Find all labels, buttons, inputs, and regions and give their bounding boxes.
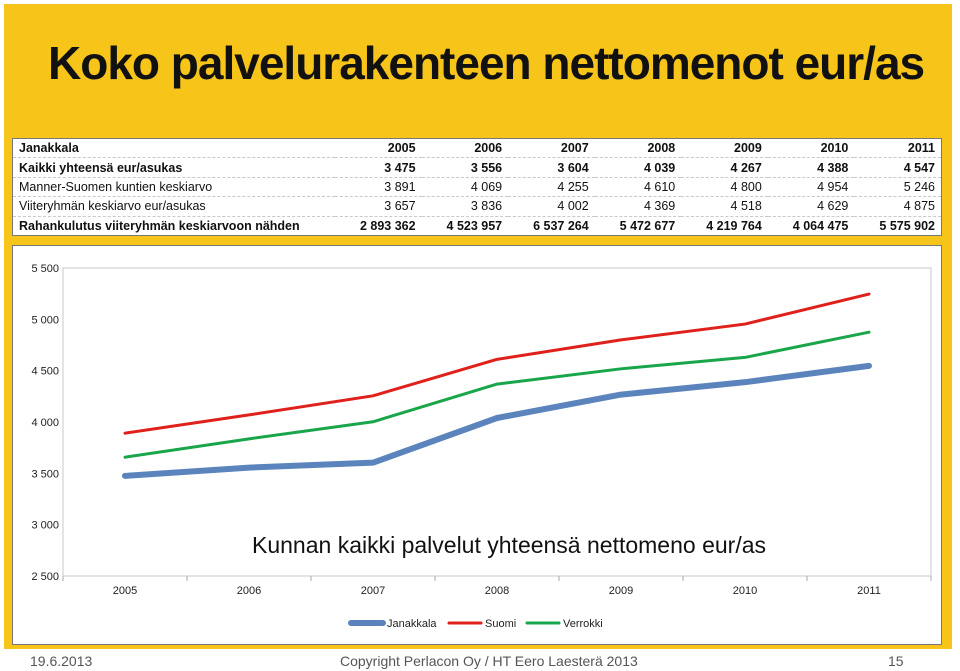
table-cell: 4 267 — [681, 157, 768, 178]
table-cell: 4 069 — [421, 177, 509, 198]
y-tick-label: 4 000 — [31, 417, 59, 429]
table-cell: 3 891 — [335, 177, 422, 198]
table-cell: 3 836 — [421, 196, 509, 217]
table-cell: 4 800 — [681, 177, 768, 198]
table-cell: 4 388 — [767, 157, 855, 178]
series-line-suomi — [123, 292, 871, 435]
x-tick-label: 2010 — [733, 585, 757, 597]
table-cell: 4 610 — [594, 177, 682, 198]
table-row: Rahankulutus viiteryhmän keskiarvoon näh… — [13, 216, 941, 235]
table-cell: 3 556 — [421, 157, 509, 178]
table-row-label: Rahankulutus viiteryhmän keskiarvoon näh… — [19, 218, 300, 233]
table-cell: 2 893 362 — [359, 218, 416, 233]
legend-label-suomi: Suomi — [485, 618, 516, 630]
slide-title: Koko palvelurakenteen nettomenot eur/as — [48, 37, 925, 89]
table-cell: 4 629 — [767, 196, 855, 217]
y-tick-label: 5 000 — [31, 314, 59, 326]
table-year-header: 2010 — [767, 139, 855, 159]
table-year-header: 2009 — [681, 139, 768, 159]
table-cell: 4 875 — [854, 196, 941, 217]
legend-label-janakkala: Janakkala — [387, 618, 437, 630]
table-year-header: 2008 — [594, 139, 682, 159]
table-row-label: Manner-Suomen kuntien keskiarvo — [13, 177, 335, 198]
table-cell: 3 657 — [335, 196, 422, 217]
table-row-label: Viiteryhmän keskiarvo eur/asukas — [13, 196, 335, 217]
table-year-header: 2007 — [508, 139, 595, 159]
table-cell: 5 472 677 — [619, 218, 676, 233]
table-cell: 3 475 — [335, 157, 422, 178]
table-cell: 4 255 — [508, 177, 595, 198]
chart-area: 2 500 3 000 3 500 4 000 4 500 5 000 5 500 2005 2… — [12, 245, 942, 645]
table-row: Kaikki yhteensä eur/asukas 3 475 3 556 3… — [13, 157, 941, 178]
table-year-header: 2006 — [421, 139, 509, 159]
table-cell: 4 518 — [681, 196, 768, 217]
table-row: Manner-Suomen kuntien keskiarvo 3 891 4 … — [13, 177, 941, 198]
x-tick-label: 2008 — [485, 585, 509, 597]
footer-copyright: Copyright Perlacon Oy / HT Eero Laesterä… — [340, 653, 638, 669]
table-cell: 4 547 — [854, 157, 941, 178]
table-year-header: 2005 — [335, 139, 422, 159]
chart-title: Kunnan kaikki palvelut yhteensä nettomen… — [252, 532, 766, 558]
series-line-verrokki — [123, 330, 871, 459]
y-tick-label: 3 500 — [31, 468, 59, 480]
table-cell: 4 039 — [594, 157, 682, 178]
legend-label-verrokki: Verrokki — [563, 618, 603, 630]
x-tick-label: 2011 — [857, 585, 881, 597]
x-tick-label: 2007 — [361, 585, 385, 597]
series-line-janakkala — [122, 362, 872, 479]
data-table: Janakkala 2005 2006 2007 2008 2009 2010 … — [12, 138, 942, 236]
table-row: Viiteryhmän keskiarvo eur/asukas 3 657 3… — [13, 196, 941, 217]
y-tick-label: 2 500 — [31, 571, 59, 583]
footer-page-number: 15 — [888, 653, 904, 669]
x-tick-label: 2006 — [237, 585, 261, 597]
table-cell: 5 575 902 — [879, 218, 935, 233]
table-year-header: 2011 — [854, 139, 941, 159]
y-tick-label: 4 500 — [31, 366, 59, 378]
footer-date: 19.6.2013 — [30, 653, 93, 669]
table-cell: 5 246 — [854, 177, 941, 198]
y-tick-label: 3 000 — [31, 520, 59, 532]
table-header-row: Janakkala 2005 2006 2007 2008 2009 2010 … — [13, 139, 941, 159]
table-cell: 4 369 — [594, 196, 682, 217]
table-cell: 4 002 — [508, 196, 595, 217]
line-chart: 2 500 3 000 3 500 4 000 4 500 5 000 5 500 2005 2… — [31, 263, 932, 630]
x-tick-label: 2005 — [113, 585, 137, 597]
table-row-label: Kaikki yhteensä eur/asukas — [13, 157, 335, 178]
table-cell: 4 523 957 — [446, 218, 503, 233]
table-cell: 6 537 264 — [533, 218, 589, 233]
table-cell: 4 954 — [767, 177, 855, 198]
plot-area-border — [62, 267, 932, 577]
y-tick-label: 5 500 — [31, 263, 59, 275]
table-cell: 4 219 764 — [706, 218, 762, 233]
table-cell: 3 604 — [508, 157, 595, 178]
table-cell: 4 064 475 — [792, 218, 849, 233]
x-tick-label: 2009 — [609, 585, 633, 597]
table-header-label: Janakkala — [13, 139, 335, 159]
